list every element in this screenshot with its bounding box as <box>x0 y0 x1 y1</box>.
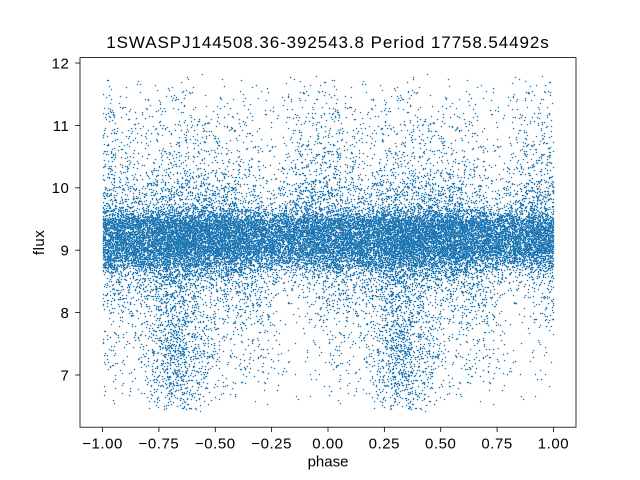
svg-text:−0.75: −0.75 <box>139 436 180 453</box>
svg-text:1SWASPJ144508.36-392543.8 Peri: 1SWASPJ144508.36-392543.8 Period 17758.5… <box>106 33 549 52</box>
svg-text:10: 10 <box>52 180 70 197</box>
svg-text:9: 9 <box>61 243 70 260</box>
svg-text:−1.00: −1.00 <box>82 436 123 453</box>
svg-text:0.25: 0.25 <box>369 436 400 453</box>
svg-text:−0.50: −0.50 <box>195 436 236 453</box>
svg-text:12: 12 <box>52 55 70 72</box>
svg-text:11: 11 <box>53 118 70 135</box>
svg-text:7: 7 <box>61 367 70 384</box>
svg-text:8: 8 <box>61 305 70 322</box>
svg-text:0.00: 0.00 <box>312 436 343 453</box>
svg-text:1.00: 1.00 <box>538 436 569 453</box>
svg-text:phase: phase <box>308 454 349 471</box>
svg-text:−0.25: −0.25 <box>251 436 292 453</box>
svg-text:0.50: 0.50 <box>425 436 456 453</box>
svg-text:flux: flux <box>31 230 48 255</box>
svg-text:0.75: 0.75 <box>481 436 512 453</box>
